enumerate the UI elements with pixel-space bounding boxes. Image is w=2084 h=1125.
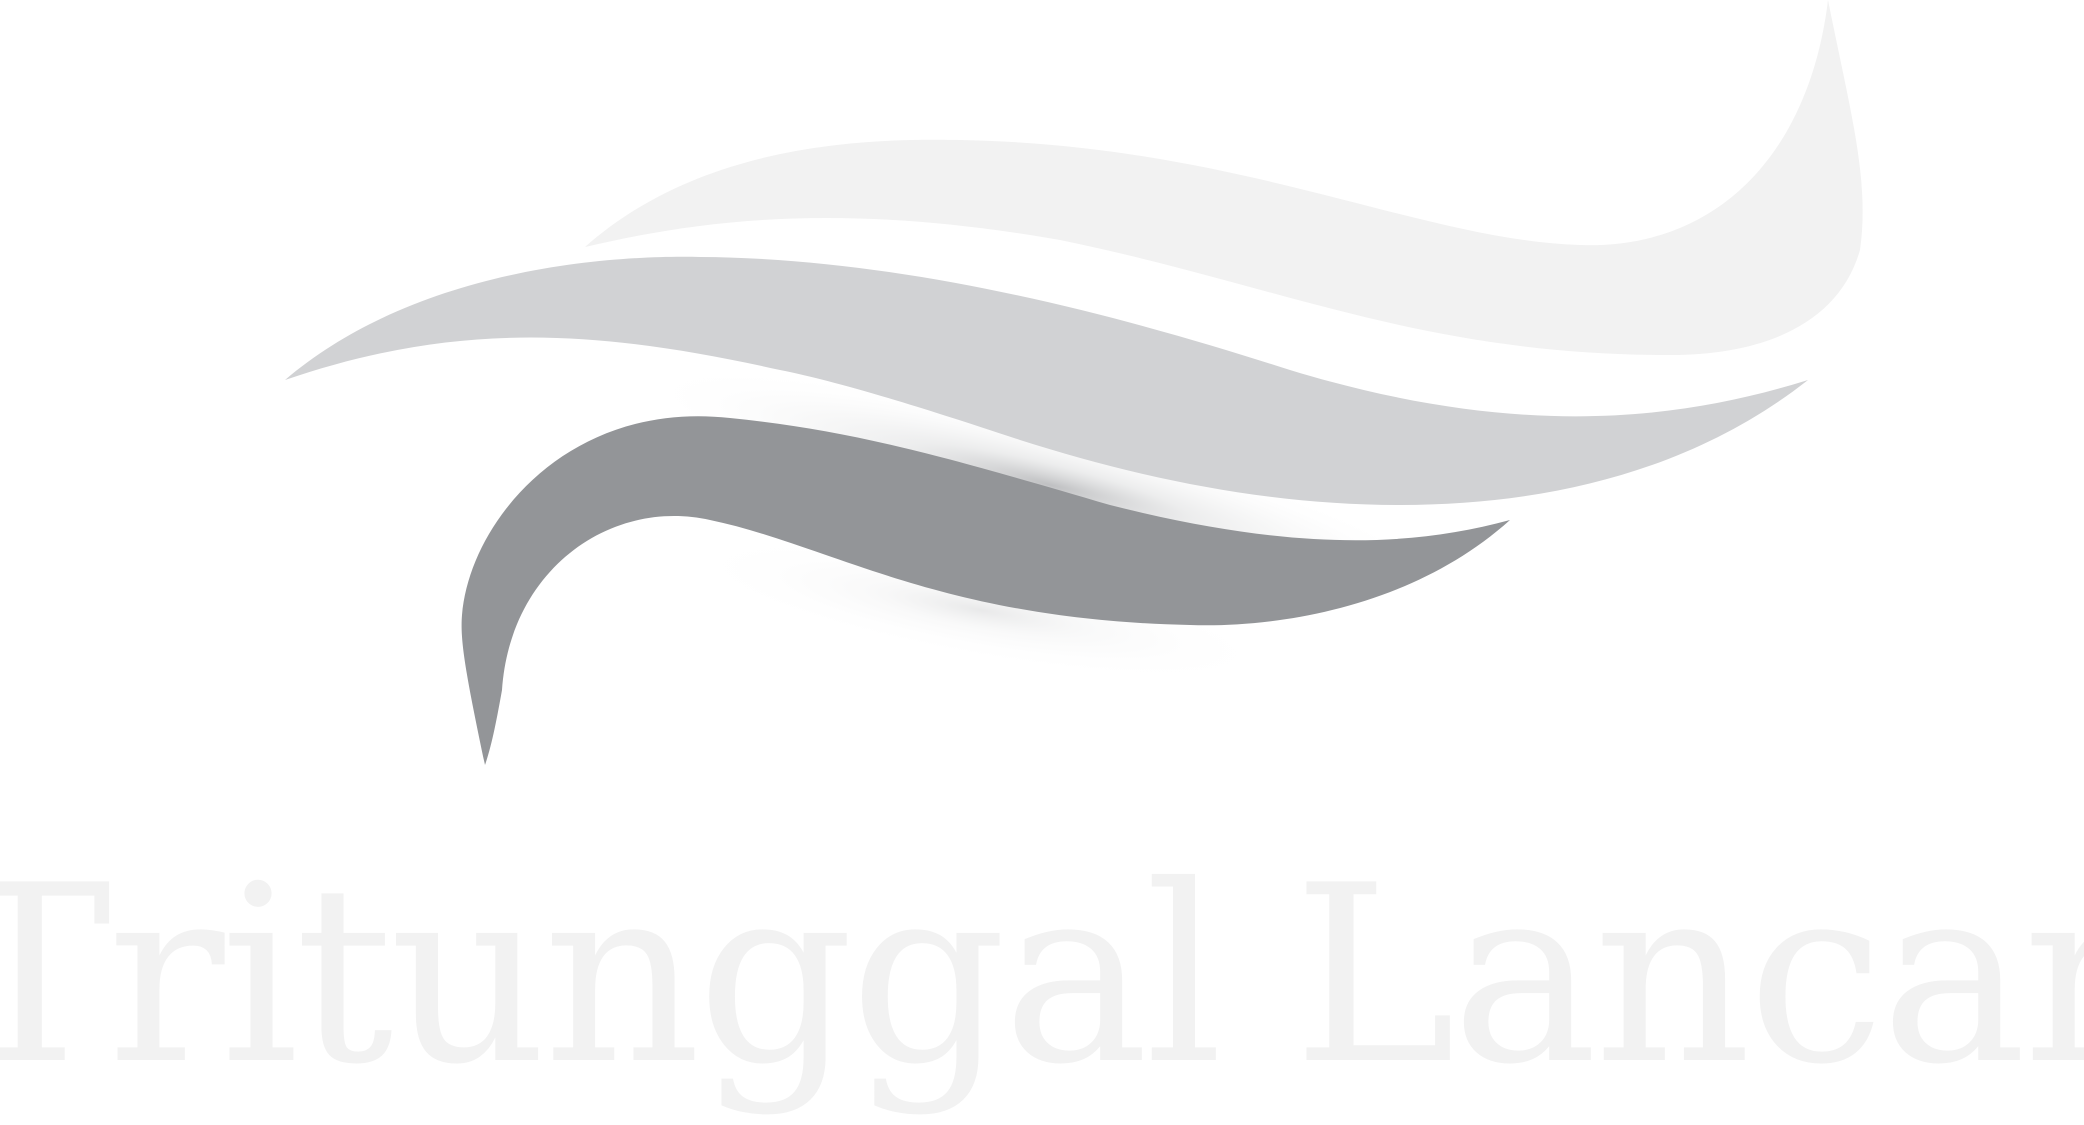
bottom-swoosh-shape <box>461 416 1510 765</box>
middle-swoosh-shape <box>285 256 1808 505</box>
top-swoosh-shape <box>585 0 1863 355</box>
brand-wordmark: Tritunggal Lancar <box>0 830 2084 1120</box>
swoosh-shadow-lower <box>684 538 1276 682</box>
brand-name: Tritunggal Lancar <box>0 832 2084 1118</box>
